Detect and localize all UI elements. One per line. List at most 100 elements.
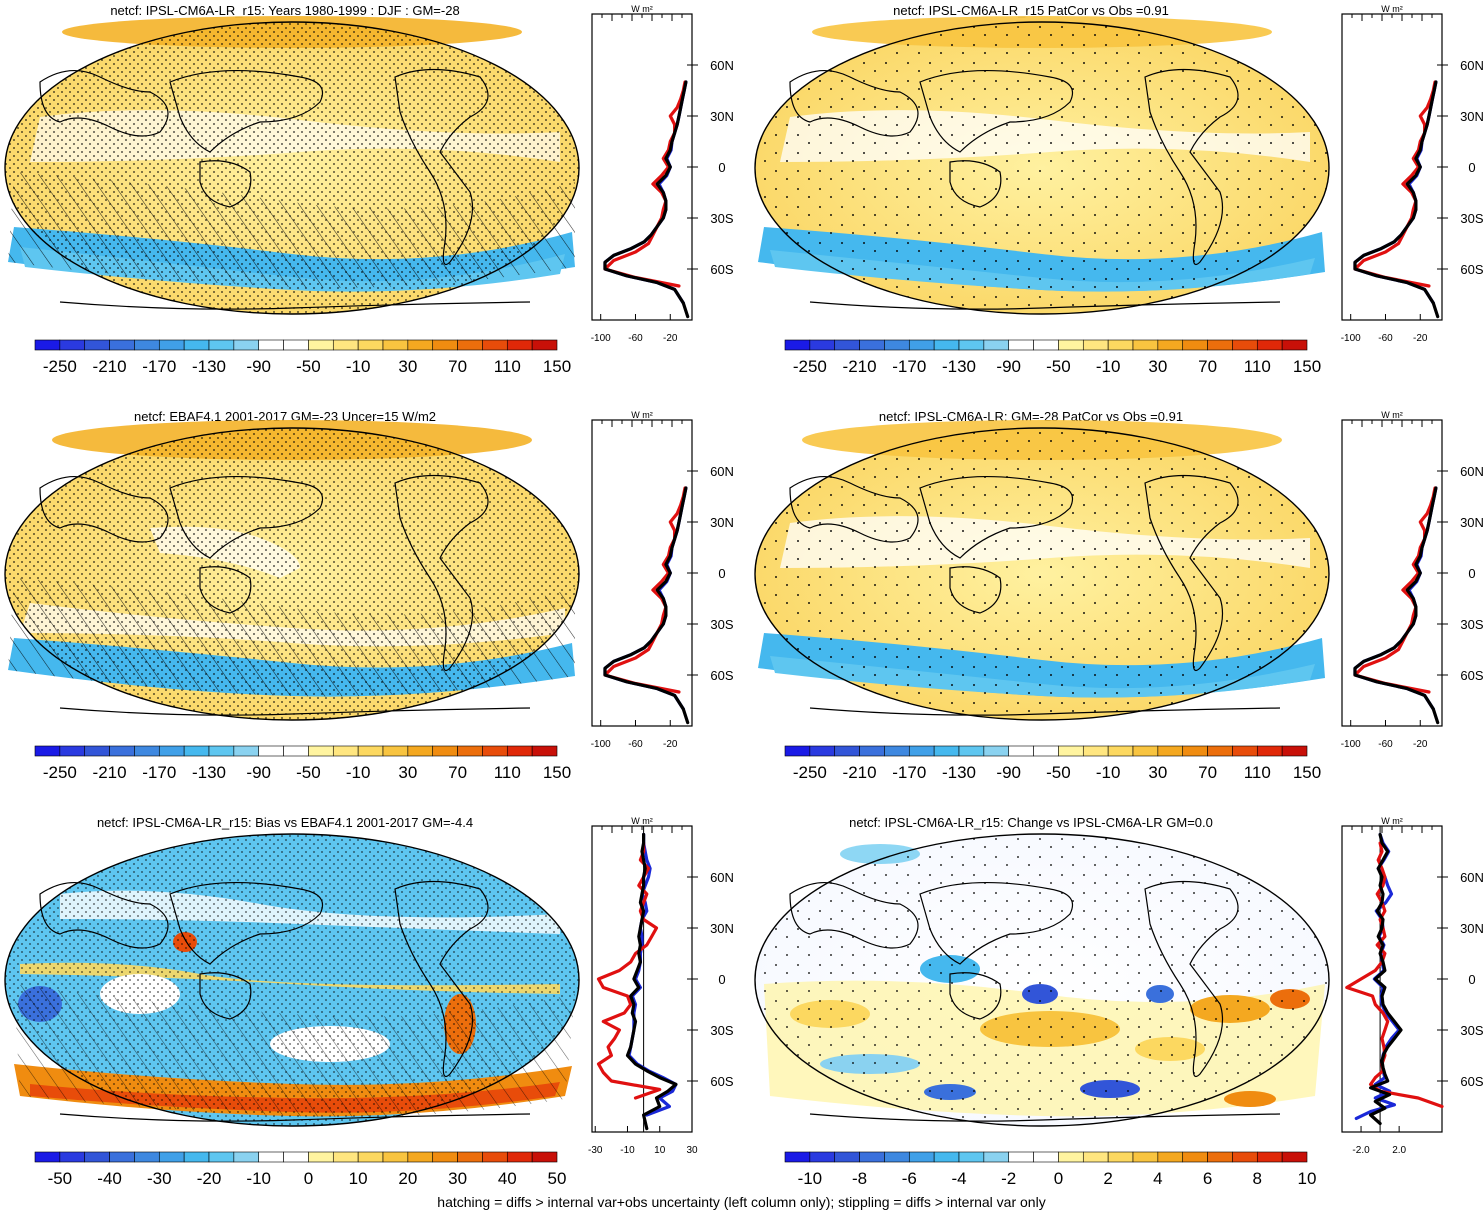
panel-p2: netcf: IPSL-CM6A-LR_r15 PatCor vs Obs =0… (754, 3, 1483, 376)
colorbar-label: -130 (942, 763, 976, 782)
colorbar: -250 -210 -170 -130 -90 -50 -10 30 70 110 150 (34, 339, 571, 376)
zonal-x-label: -20 (663, 739, 678, 750)
colorbar-cell (859, 745, 885, 757)
colorbar-label: 110 (1244, 357, 1271, 376)
colorbar-cell (1281, 745, 1308, 757)
colorbar-cell (1082, 745, 1109, 757)
colorbar-label: 30 (1148, 763, 1167, 782)
colorbar-cell (1256, 339, 1283, 351)
zonal-mean-plot: W m² 60N 30N 0 30S 60S -100 -60 -20 (1341, 4, 1483, 344)
map-title: netcf: IPSL-CM6A-LR: GM=-28 PatCor vs Ob… (879, 409, 1183, 424)
zonal-x-label: -2.0 (1352, 1145, 1370, 1156)
zonal-series-model (1368, 832, 1403, 1126)
colorbar-cell (1132, 339, 1159, 351)
colorbar-label: -170 (142, 357, 176, 376)
zonal-lat-label: 30N (710, 921, 734, 936)
colorbar-label: 2 (1103, 1169, 1112, 1188)
zonal-mean-plot: W m² 60N 30N 0 30S 60S -2.0 2.0 (1341, 816, 1483, 1156)
colorbar-cell (407, 745, 434, 757)
map-title: netcf: IPSL-CM6A-LR_r15: Bias vs EBAF4.1… (97, 815, 473, 830)
colorbar-cell (1058, 339, 1084, 351)
figure-footer: hatching = diffs > internal var+obs unce… (437, 1194, 1046, 1210)
zonal-x-label: -100 (591, 739, 611, 750)
colorbar-cell (332, 339, 359, 351)
colorbar-cell (283, 1151, 309, 1163)
colorbar-label: 50 (548, 1169, 567, 1188)
colorbar-cell (1132, 1151, 1159, 1163)
colorbar: -250 -210 -170 -130 -90 -50 -10 30 70 110 150 (784, 339, 1321, 376)
zonal-series-obs (596, 841, 662, 1100)
colorbar-label: -50 (296, 763, 321, 782)
map-title: netcf: EBAF4.1 2001-2017 GM=-23 Uncer=15… (134, 409, 436, 424)
zonal-lat-label: 0 (1468, 566, 1475, 581)
zonal-series-obs (1353, 80, 1437, 288)
colorbar-cell (1207, 1151, 1233, 1163)
colorbar-cell (258, 1151, 284, 1163)
zonal-x-label: -20 (663, 333, 678, 344)
panel-p3: netcf: EBAF4.1 2001-2017 GM=-23 Uncer=15… (4, 409, 734, 782)
colorbar-cell (59, 1151, 86, 1163)
colorbar-cell (332, 745, 359, 757)
colorbar-cell (784, 745, 811, 757)
zonal-series-model (1353, 80, 1440, 319)
zonal-lat-label: 60S (710, 262, 733, 277)
colorbar-label: -10 (346, 357, 371, 376)
colorbar-cell (84, 1151, 110, 1163)
world-map (4, 420, 580, 721)
colorbar-cell (432, 339, 458, 351)
colorbar-label: -90 (246, 763, 271, 782)
colorbar-label: -130 (942, 357, 976, 376)
colorbar-label: -10 (346, 763, 371, 782)
colorbar-cell (59, 745, 86, 757)
colorbar-cell (1008, 745, 1034, 757)
colorbar-label: -50 (48, 1169, 73, 1188)
colorbar-label: -250 (43, 357, 77, 376)
colorbar-label: -6 (902, 1169, 917, 1188)
colorbar-label: -170 (892, 357, 926, 376)
zonal-frame (591, 419, 693, 727)
colorbar-cell (1256, 1151, 1283, 1163)
colorbar-cell (908, 1151, 935, 1163)
colorbar-cell (1058, 1151, 1084, 1163)
zonal-frame (591, 13, 693, 321)
zonal-lat-label: 60S (710, 668, 733, 683)
zonal-lat-label: 30S (710, 211, 733, 226)
colorbar-cell (109, 339, 135, 351)
zonal-x-label: -10 (620, 1145, 635, 1156)
world-map (754, 420, 1330, 721)
colorbar-cell (34, 339, 61, 351)
colorbar-cell (407, 339, 434, 351)
panel-p6: netcf: IPSL-CM6A-LR_r15: Change vs IPSL-… (754, 815, 1483, 1188)
colorbar-cell (933, 339, 960, 351)
colorbar-label: 10 (1298, 1169, 1317, 1188)
colorbar-cell (1058, 745, 1084, 757)
colorbar-label: 150 (1293, 357, 1321, 376)
colorbar-cell (506, 745, 533, 757)
zonal-mean-plot: W m² 60N 30N 0 30S 60S -30 -10 10 30 (588, 816, 734, 1156)
colorbar-cell (457, 1151, 483, 1163)
zonal-unit-label: W m² (1381, 410, 1403, 420)
colorbar-cell (84, 745, 110, 757)
zonal-lat-label: 60S (1460, 1074, 1483, 1089)
colorbar-label: -50 (1046, 763, 1071, 782)
colorbar-cell (233, 745, 260, 757)
world-map (754, 833, 1330, 1127)
zonal-lat-label: 30S (1460, 617, 1483, 632)
colorbar-label: 0 (304, 1169, 313, 1188)
zonal-lat-label: 30N (1460, 921, 1483, 936)
colorbar-label: 8 (1253, 1169, 1262, 1188)
colorbar-cell (208, 1151, 235, 1163)
colorbar-label: -250 (793, 763, 827, 782)
colorbar-cell (1033, 1151, 1059, 1163)
colorbar-label: -90 (996, 357, 1021, 376)
colorbar-label: -90 (996, 763, 1021, 782)
zonal-x-label: -100 (591, 333, 611, 344)
zonal-lat-label: 30S (710, 617, 733, 632)
zonal-lat-label: 30N (710, 109, 734, 124)
colorbar-cell (983, 339, 1010, 351)
colorbar-cell (59, 339, 86, 351)
colorbar-label: 6 (1203, 1169, 1212, 1188)
zonal-x-label: -100 (1341, 739, 1361, 750)
zonal-x-label: 2.0 (1392, 1145, 1406, 1156)
colorbar-cell (34, 745, 61, 757)
